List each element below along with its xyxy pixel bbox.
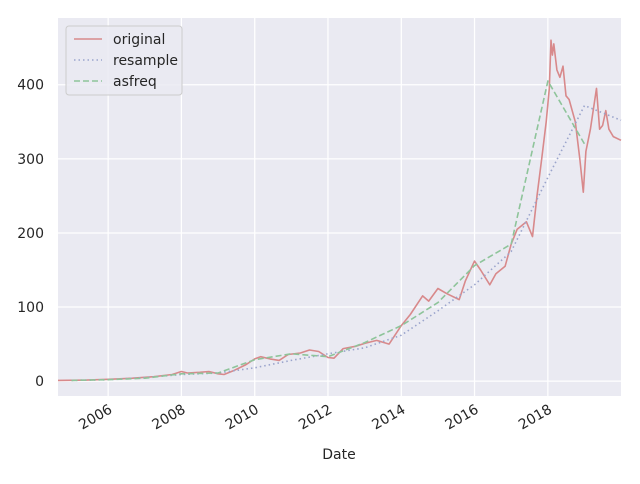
x-tick-label: 2010 [223, 402, 262, 434]
x-tick-label: 2016 [443, 402, 482, 434]
x-tick-label: 2006 [76, 402, 115, 434]
series-line-original [57, 39, 622, 382]
x-tick-label: 2018 [516, 402, 555, 434]
y-tick-label: 100 [17, 300, 44, 316]
series-line-resample [71, 104, 622, 382]
legend-label: resample [113, 53, 178, 69]
legend: original resample asfreq [65, 25, 183, 96]
grid-layer [58, 18, 621, 396]
x-tick-label: 2012 [296, 402, 335, 434]
x-axis-label: Date [322, 447, 355, 463]
x-tick-label: 2014 [369, 402, 408, 434]
y-tick-label: 200 [17, 226, 44, 242]
y-tick-label: 400 [17, 78, 44, 94]
series-line-asfreq [71, 80, 586, 382]
x-tick-label: 2008 [150, 402, 189, 434]
legend-label: original [113, 32, 165, 48]
y-tick-label: 300 [17, 152, 44, 168]
legend-label: asfreq [113, 74, 157, 90]
y-tick-label: 0 [35, 374, 44, 390]
legend-frame [65, 25, 183, 96]
series-layer [57, 39, 622, 382]
